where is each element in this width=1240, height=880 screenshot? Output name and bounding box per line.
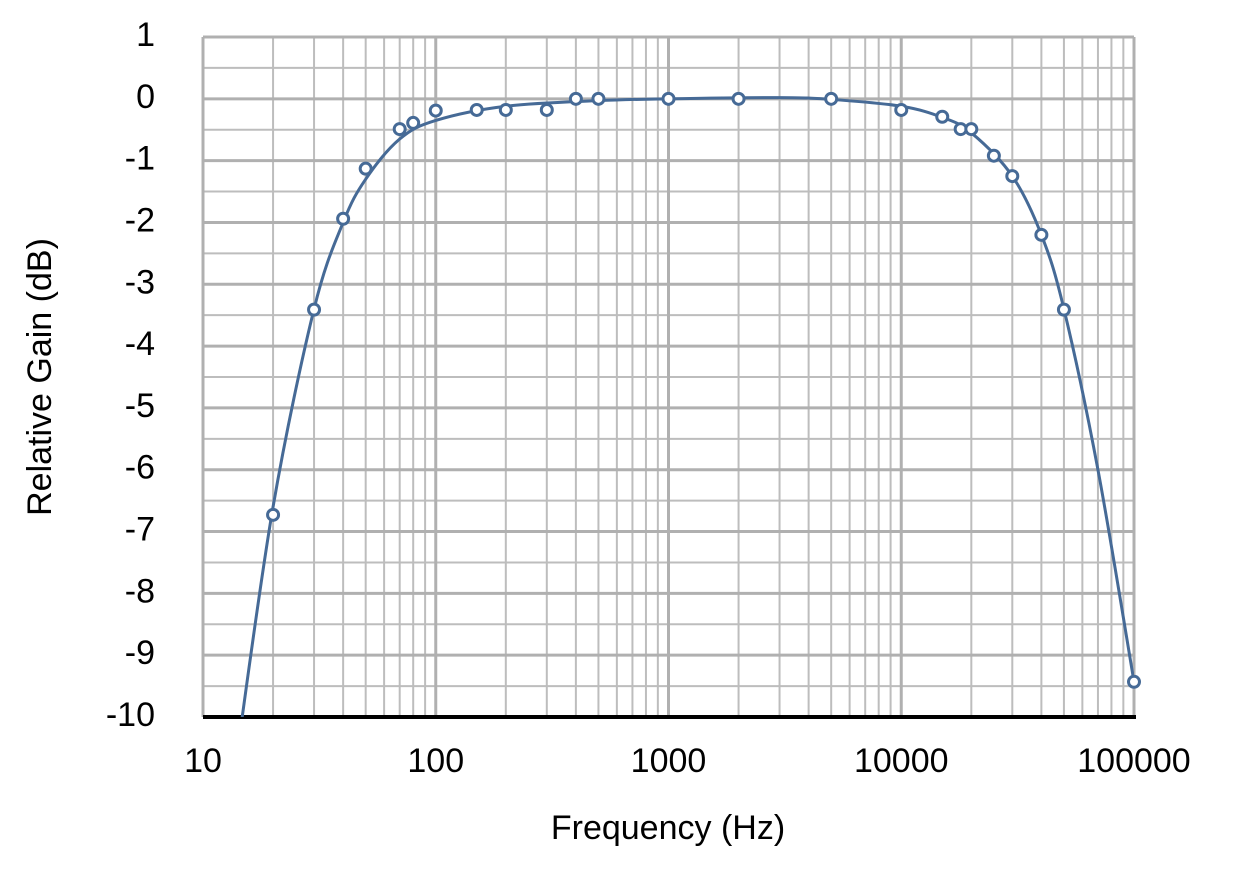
- y-tick-label: -5: [125, 387, 155, 425]
- y-tick-label: -6: [125, 449, 155, 487]
- data-point: [539, 102, 554, 117]
- data-point: [1127, 674, 1141, 689]
- data-point: [428, 103, 443, 118]
- data-point: [986, 148, 1001, 163]
- data-point: [1056, 302, 1071, 317]
- data-point: [824, 91, 839, 106]
- y-axis-title: Relative Gain (dB): [21, 238, 59, 516]
- y-tick-label: -9: [125, 634, 155, 672]
- y-tick-label: -1: [125, 140, 155, 178]
- data-point: [307, 302, 322, 317]
- x-tick-label: 1000: [631, 742, 707, 780]
- data-point: [392, 122, 407, 137]
- x-tick-label: 100000: [1077, 742, 1190, 780]
- data-point: [406, 115, 421, 130]
- data-point: [568, 91, 583, 106]
- plot-area: [240, 96, 1134, 717]
- y-tick-label: 0: [136, 78, 155, 116]
- fit-curve: [240, 96, 1134, 717]
- data-point: [731, 91, 746, 106]
- y-tick-label: -4: [125, 325, 155, 363]
- data-point: [469, 102, 484, 117]
- y-tick-label: -10: [106, 696, 155, 734]
- data-point: [1034, 227, 1049, 242]
- y-tick-label: -3: [125, 263, 155, 301]
- y-tick-label: 1: [136, 16, 155, 54]
- data-point: [964, 122, 979, 137]
- data-point: [661, 91, 676, 106]
- data-point: [498, 102, 513, 117]
- y-tick-label: -2: [125, 201, 155, 239]
- data-point: [358, 161, 373, 176]
- x-tick-label: 10: [184, 742, 222, 780]
- data-point: [1005, 169, 1020, 184]
- y-tick-label: -7: [125, 511, 155, 549]
- x-tick-label: 10000: [854, 742, 949, 780]
- y-tick-label: -8: [125, 572, 155, 610]
- x-tick-label: 100: [407, 742, 464, 780]
- data-point: [336, 211, 351, 226]
- x-axis-title: Frequency (Hz): [551, 809, 785, 847]
- data-point: [591, 91, 606, 106]
- data-point: [894, 102, 909, 117]
- data-point: [935, 109, 950, 124]
- data-point: [266, 507, 281, 522]
